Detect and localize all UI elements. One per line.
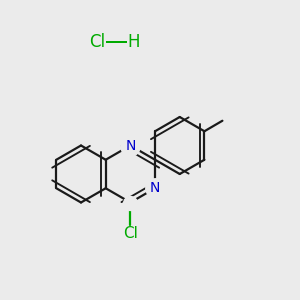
Text: N: N: [125, 139, 136, 152]
Text: Cl: Cl: [123, 226, 138, 242]
Text: Cl: Cl: [89, 33, 105, 51]
Text: N: N: [150, 181, 160, 195]
Text: H: H: [128, 33, 140, 51]
